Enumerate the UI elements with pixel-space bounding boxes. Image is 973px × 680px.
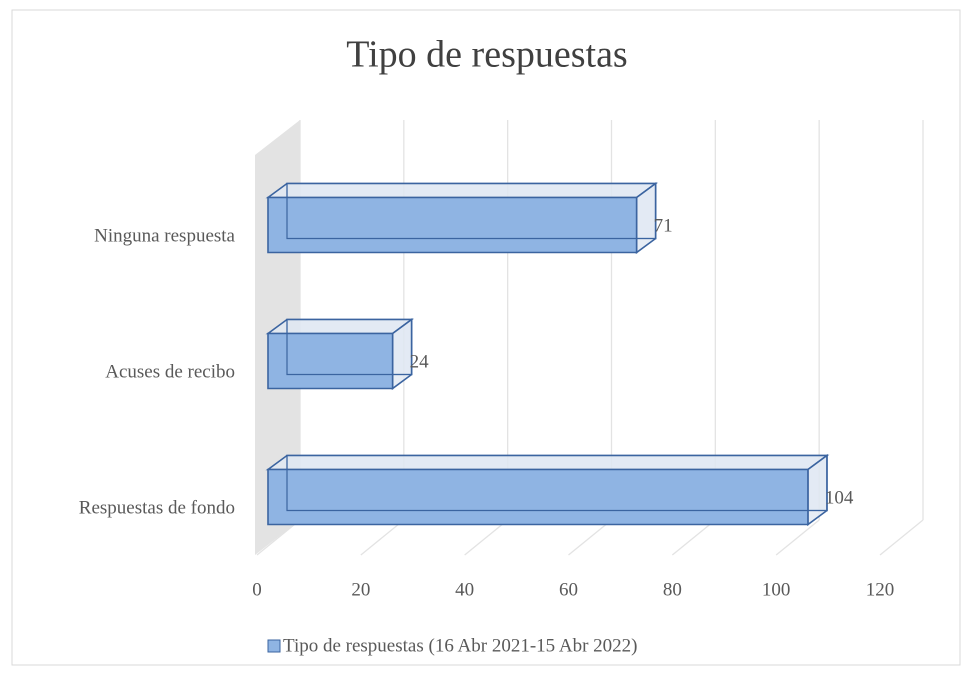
floor-grid-line bbox=[568, 519, 612, 556]
floor-grid-line bbox=[464, 519, 509, 556]
x-tick-label: 80 bbox=[663, 579, 682, 600]
data-label: 24 bbox=[410, 351, 430, 372]
x-tick-label: 20 bbox=[351, 579, 370, 600]
bar-edge bbox=[286, 319, 412, 376]
y-tick-label: Acuses de recibo bbox=[105, 361, 235, 382]
x-tick-label: 0 bbox=[252, 579, 262, 600]
bar-top bbox=[265, 318, 415, 335]
x-tick-label: 40 bbox=[455, 579, 474, 600]
bar-front bbox=[267, 468, 809, 526]
bar-top bbox=[265, 454, 830, 471]
legend-label: Tipo de respuestas (16 Abr 2021-15 Abr 2… bbox=[283, 635, 637, 656]
chart-border bbox=[11, 9, 961, 666]
chart-title: Tipo de respuestas bbox=[346, 34, 627, 76]
bar-front bbox=[267, 196, 638, 254]
floor-grid-line bbox=[256, 519, 301, 556]
floor-grid-line bbox=[879, 519, 924, 556]
bar bbox=[265, 453, 830, 527]
x-tick-label: 120 bbox=[866, 579, 895, 600]
data-label: 71 bbox=[654, 215, 673, 236]
bar-top bbox=[265, 182, 659, 199]
y-tick-label: Respuestas de fondo bbox=[79, 497, 235, 518]
x-tick-label: 60 bbox=[559, 579, 578, 600]
floor-grid-line bbox=[671, 519, 716, 556]
floor-grid-line bbox=[360, 519, 405, 556]
legend-swatch bbox=[267, 639, 281, 653]
data-label: 104 bbox=[825, 487, 854, 508]
bar bbox=[265, 317, 415, 391]
bar-edge bbox=[286, 455, 827, 512]
y-tick-label: Ninguna respuesta bbox=[94, 225, 235, 246]
bar bbox=[265, 181, 659, 255]
x-tick-label: 100 bbox=[762, 579, 791, 600]
bar-edge bbox=[286, 183, 656, 240]
floor-grid-line bbox=[775, 519, 820, 556]
